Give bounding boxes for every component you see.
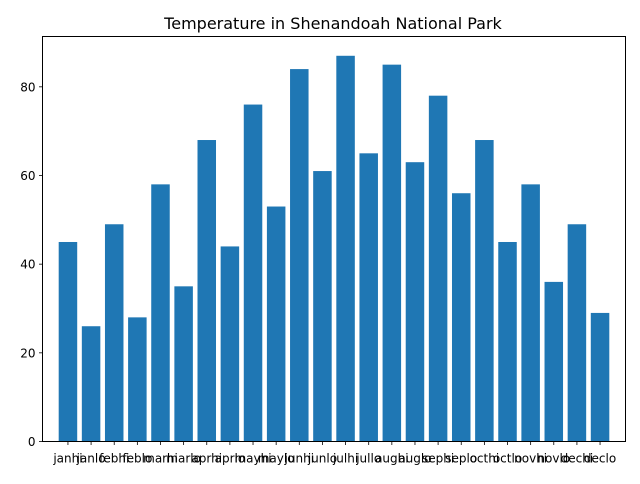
- bar-janhi: [58, 241, 78, 442]
- x-tick-label: aprlo: [215, 452, 246, 466]
- bar-aprlo: [220, 246, 240, 442]
- x-tick-label: octhi: [470, 452, 500, 466]
- x-tick-label: aprhi: [191, 452, 222, 466]
- x-tick-label: octlo: [493, 452, 522, 466]
- bar-seplo: [451, 193, 471, 442]
- x-tick-label: janlo: [76, 452, 106, 466]
- bar-janlo: [81, 326, 101, 442]
- bar-declo: [590, 312, 610, 442]
- x-tick-label: declo: [584, 452, 616, 466]
- bar-febhi: [104, 224, 124, 442]
- axis-ticks-layer: janhijanlofebhifeblomarhimarloaprhiaprlo…: [20, 80, 616, 465]
- y-tick-label: 40: [20, 258, 35, 272]
- x-tick-label: junlo: [307, 452, 337, 466]
- bar-marlo: [174, 286, 193, 442]
- y-tick-label: 80: [20, 80, 35, 94]
- x-tick-label: seplo: [445, 452, 477, 466]
- bar-julhi: [336, 55, 355, 442]
- x-tick-label: febhi: [99, 452, 129, 466]
- bar-novlo: [544, 281, 564, 442]
- plot-frame: [42, 36, 626, 442]
- bar-marhi: [151, 184, 170, 442]
- x-tick-label: junhi: [284, 452, 314, 466]
- x-tick-label: sephi: [422, 452, 454, 466]
- bar-octlo: [498, 241, 517, 442]
- bar-maylo: [266, 206, 286, 442]
- x-tick-label: dechi: [561, 452, 594, 466]
- bar-aprhi: [197, 140, 217, 442]
- x-tick-label: novlo: [537, 452, 570, 466]
- x-tick-label: auglo: [398, 452, 431, 466]
- bar-auglo: [405, 162, 425, 442]
- bars-layer: [58, 55, 610, 442]
- bar-sephi: [428, 95, 448, 442]
- x-tick-label: novhi: [514, 452, 547, 466]
- x-tick-label: feblo: [122, 452, 152, 466]
- bar-octhi: [475, 140, 494, 442]
- bar-novhi: [521, 184, 540, 442]
- y-tick-label: 0: [28, 435, 36, 449]
- bar-junhi: [290, 69, 309, 442]
- x-tick-label: maylo: [258, 452, 295, 466]
- bar-aughi: [382, 64, 402, 442]
- bar-dechi: [567, 224, 587, 442]
- y-tick-label: 60: [20, 169, 35, 183]
- chart-title: Temperature in Shenandoah National Park: [163, 14, 502, 33]
- x-tick-label: mayhi: [234, 452, 271, 466]
- x-tick-label: marlo: [166, 452, 201, 466]
- x-tick-label: julhi: [332, 452, 358, 466]
- bar-junlo: [313, 171, 332, 442]
- bar-mayhi: [243, 104, 263, 442]
- x-tick-label: janhi: [52, 452, 82, 466]
- bar-jullo: [359, 153, 378, 442]
- x-tick-label: marhi: [143, 452, 178, 466]
- x-tick-label: jullo: [355, 452, 381, 466]
- y-tick-label: 20: [20, 346, 35, 360]
- bar-feblo: [128, 317, 147, 442]
- x-tick-label: aughi: [375, 452, 409, 466]
